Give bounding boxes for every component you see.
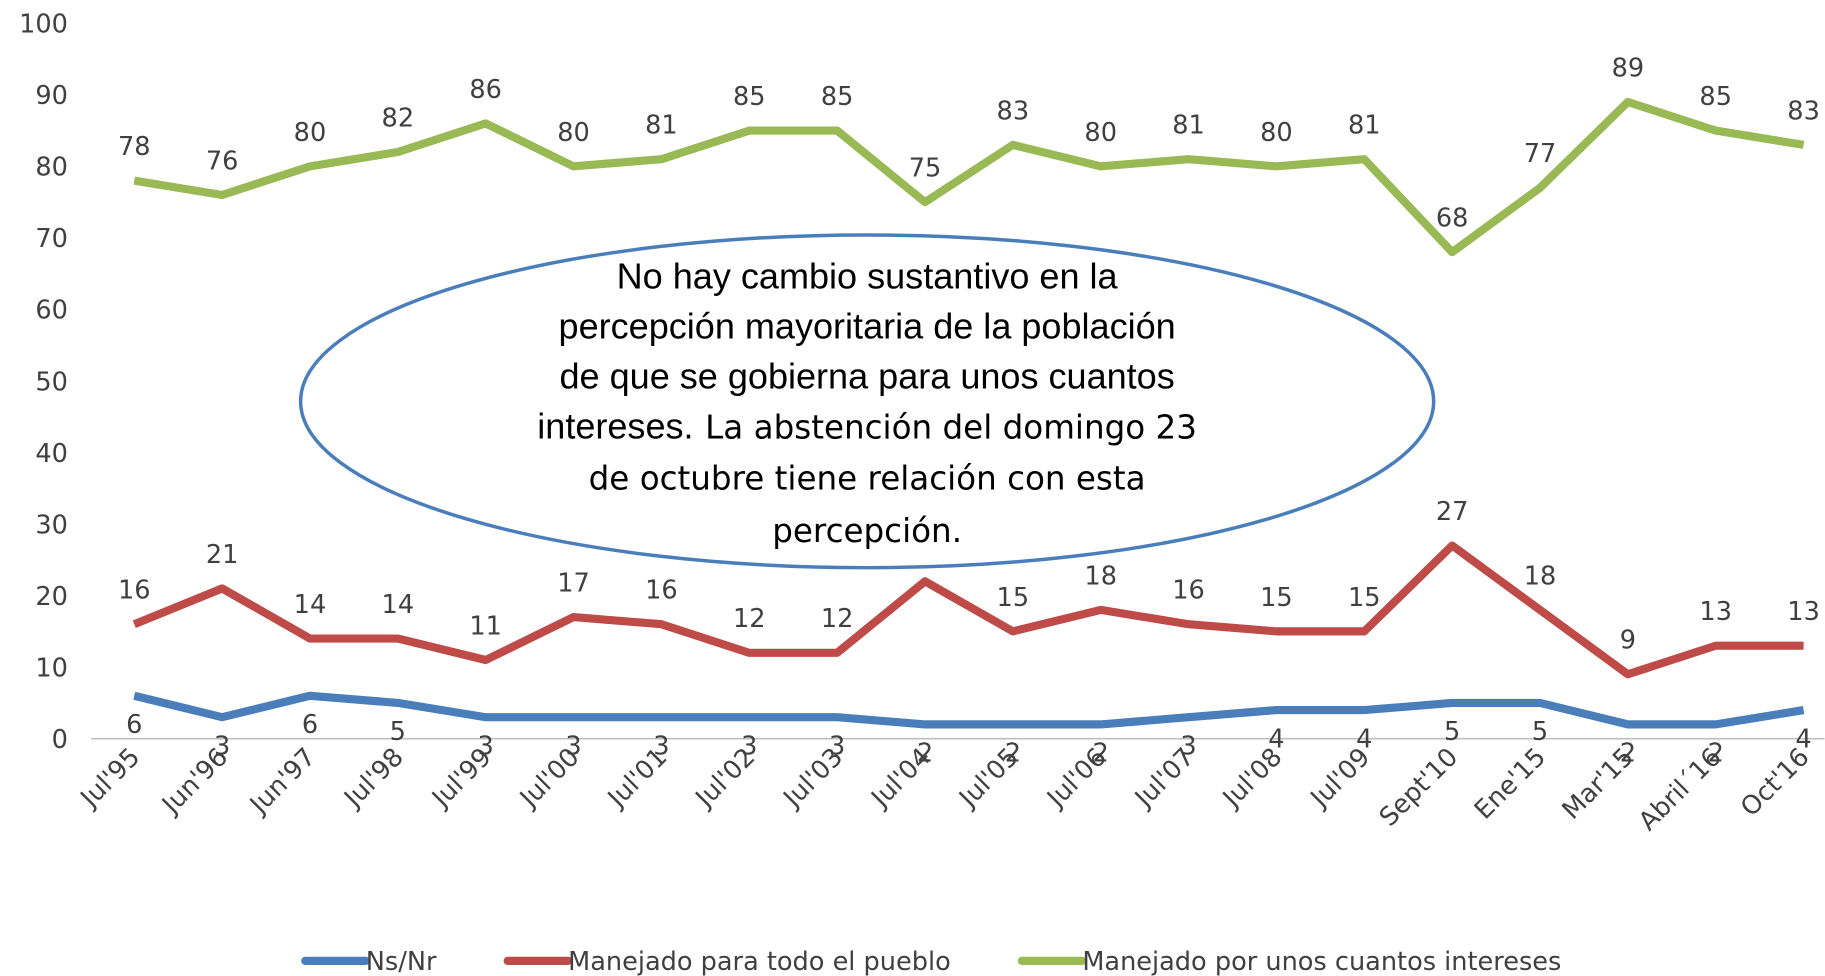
data-label: 16 <box>118 576 151 606</box>
y-tick-label: 70 <box>35 224 68 254</box>
legend-label: Manejado por unos cuantos intereses <box>1082 947 1561 976</box>
x-tick-label: Jun'97 <box>243 742 322 821</box>
data-label: 27 <box>1436 497 1469 527</box>
data-label: 11 <box>469 611 502 641</box>
data-label: 81 <box>1172 111 1205 141</box>
data-label: 2 <box>1708 739 1724 769</box>
data-label: 9 <box>1620 626 1636 656</box>
y-tick-label: 80 <box>35 153 68 183</box>
data-label: 85 <box>821 82 854 112</box>
x-tick-label: Sept'10 <box>1374 742 1464 832</box>
data-label: 80 <box>557 118 590 148</box>
data-label: 16 <box>645 576 678 606</box>
data-label: 2 <box>917 739 933 769</box>
annotation-note: percepción. <box>772 512 962 550</box>
data-label: 15 <box>1348 583 1381 613</box>
data-label: 14 <box>382 590 415 620</box>
data-label: 13 <box>1787 597 1820 627</box>
data-label: 83 <box>1787 96 1820 126</box>
data-label: 14 <box>294 590 327 620</box>
data-label: 76 <box>206 146 239 176</box>
legend-label: Manejado para todo el pueblo <box>568 947 951 976</box>
annotation-text: intereses. La abstención del domingo 23 <box>537 406 1197 447</box>
data-label: 80 <box>1084 118 1117 148</box>
data-label: 13 <box>1699 597 1732 627</box>
data-label: 3 <box>653 731 669 761</box>
data-label: 81 <box>1348 111 1381 141</box>
y-tick-label: 90 <box>35 81 68 111</box>
data-label: 80 <box>1260 118 1293 148</box>
data-label: 18 <box>1084 561 1117 591</box>
data-label: 6 <box>126 710 142 740</box>
y-tick-label: 30 <box>35 510 68 540</box>
data-label: 18 <box>1524 561 1557 591</box>
data-label: 75 <box>909 154 942 184</box>
annotation-text: intereses. <box>537 406 693 447</box>
annotation-text: percepción mayoritaria de la población <box>559 306 1176 347</box>
data-label: 12 <box>821 604 854 634</box>
data-label: 3 <box>214 731 230 761</box>
data-label: 5 <box>1532 717 1548 747</box>
x-tick-label: Jul'98 <box>337 742 409 814</box>
data-label: 85 <box>733 82 766 112</box>
data-label: 4 <box>1268 724 1284 754</box>
annotation-text: No hay cambio sustantivo en la <box>617 255 1119 296</box>
data-label: 15 <box>997 583 1030 613</box>
annotation-text: No hay cambio sustantivo en la <box>617 255 1119 296</box>
data-label: 85 <box>1699 82 1732 112</box>
data-label: 81 <box>645 111 678 141</box>
annotation-text: percepción mayoritaria de la población <box>559 306 1176 347</box>
data-label: 5 <box>390 717 406 747</box>
y-tick-label: 50 <box>35 367 68 397</box>
data-label: 12 <box>733 604 766 634</box>
data-label: 3 <box>1180 731 1196 761</box>
data-label: 82 <box>382 103 415 133</box>
data-label: 86 <box>469 75 502 105</box>
data-label: 3 <box>741 731 757 761</box>
data-label: 80 <box>294 118 327 148</box>
data-label: 4 <box>1795 724 1811 754</box>
annotation-text: de que se gobierna para unos cuantos <box>559 356 1174 397</box>
data-label: 15 <box>1260 583 1293 613</box>
y-tick-label: 20 <box>35 582 68 612</box>
y-tick-label: 100 <box>19 10 68 40</box>
x-tick-label: Jul'95 <box>74 742 146 814</box>
annotation-note: de octubre tiene relación con esta <box>589 460 1146 498</box>
data-label: 3 <box>565 731 581 761</box>
data-label: 4 <box>1356 724 1372 754</box>
y-tick-label: 40 <box>35 439 68 469</box>
data-label: 2 <box>1005 739 1021 769</box>
data-label: 78 <box>118 132 151 162</box>
data-label: 89 <box>1612 53 1645 83</box>
legend-label: Ns/Nr <box>366 947 437 976</box>
data-label: 2 <box>1093 739 1109 769</box>
annotation-text: de que se gobierna para unos cuantos <box>559 356 1174 397</box>
y-tick-label: 60 <box>35 296 68 326</box>
x-tick-label: Ene'15 <box>1469 742 1552 825</box>
data-label: 83 <box>997 96 1030 126</box>
annotation-note: La abstención del domingo 23 <box>705 409 1197 447</box>
y-tick-label: 0 <box>52 725 68 755</box>
chart: 0102030405060708090100Jul'95Jun'96Jun'97… <box>0 0 1825 976</box>
data-label: 16 <box>1172 576 1205 606</box>
data-label: 17 <box>557 568 590 598</box>
data-label: 6 <box>302 710 318 740</box>
data-label: 3 <box>829 731 845 761</box>
data-label: 21 <box>206 540 239 570</box>
data-label: 3 <box>478 731 494 761</box>
data-label: 5 <box>1444 717 1460 747</box>
data-label: 77 <box>1524 139 1557 169</box>
data-label: 2 <box>1620 739 1636 769</box>
series-line <box>134 696 1803 725</box>
y-tick-label: 10 <box>35 653 68 683</box>
data-label: 68 <box>1436 204 1469 234</box>
